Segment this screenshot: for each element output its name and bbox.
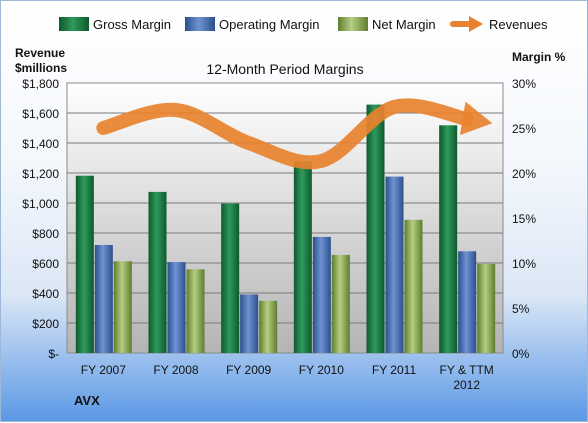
right-tick-label: 15% <box>512 212 536 226</box>
plot-area <box>66 82 504 354</box>
left-tick-label: $- <box>48 347 59 361</box>
net-margin-bar <box>113 261 132 353</box>
net-margin-bar <box>186 269 205 353</box>
left-tick-label: $1,800 <box>22 77 59 91</box>
gridlines <box>67 112 503 324</box>
bars <box>75 104 496 353</box>
legend-label-revenues: Revenues <box>489 17 548 32</box>
legend-swatch-operating <box>185 17 215 31</box>
left-tick-label: $600 <box>32 257 59 271</box>
net-margin-bar <box>404 219 423 353</box>
company-label: AVX <box>74 393 100 408</box>
legend: Gross Margin Operating Margin Net Margin… <box>59 16 548 32</box>
left-tick-label: $800 <box>32 227 59 241</box>
right-tick-label: 20% <box>512 167 536 181</box>
chart-title: 12-Month Period Margins <box>206 61 363 77</box>
gross-margin-bar <box>366 104 385 353</box>
left-tick-label: $1,000 <box>22 197 59 211</box>
x-tick-label: FY 2008 <box>153 363 198 377</box>
operating-margin-bar <box>312 236 331 353</box>
right-tick-label: 5% <box>512 302 530 316</box>
revenue-line-group <box>96 98 493 170</box>
right-tick-label: 30% <box>512 77 536 91</box>
gross-margin-bar <box>293 161 312 353</box>
x-tick-label: 2012 <box>453 378 480 392</box>
gross-margin-bar <box>148 191 167 353</box>
right-axis-title: Margin % <box>512 50 566 64</box>
right-axis-ticks: 0% 5% 10% 15% 20% 25% 30% <box>512 77 536 361</box>
legend-arrowhead-revenues <box>469 16 483 32</box>
left-tick-label: $1,200 <box>22 167 59 181</box>
left-axis-ticks: $- $200 $400 $600 $800 $1,000 $1,200 $1,400 $1,6… <box>22 77 59 361</box>
legend-swatch-gross <box>59 17 89 31</box>
operating-margin-bar <box>167 262 186 353</box>
operating-margin-bar <box>385 176 404 353</box>
legend-label-gross: Gross Margin <box>93 17 171 32</box>
legend-label-net: Net Margin <box>372 17 436 32</box>
left-tick-label: $1,400 <box>22 137 59 151</box>
right-tick-label: 25% <box>512 122 536 136</box>
legend-swatch-net <box>338 17 368 31</box>
x-tick-label: FY 2009 <box>226 363 271 377</box>
x-tick-label: FY 2007 <box>81 363 126 377</box>
gross-margin-bar <box>221 203 240 353</box>
x-axis-ticks: FY 2007 FY 2008 FY 2009 FY 2010 FY 2011 FY & … <box>81 363 494 392</box>
left-axis-title-line1: Revenue <box>15 46 65 60</box>
x-tick-label: FY & TTM <box>440 363 494 377</box>
operating-margin-bar <box>458 251 477 353</box>
legend-label-operating: Operating Margin <box>219 17 319 32</box>
net-margin-bar <box>331 254 350 353</box>
net-margin-bar <box>477 263 496 353</box>
operating-margin-bar <box>240 294 259 353</box>
x-tick-label: FY 2011 <box>372 363 417 377</box>
left-axis-title-line2: $millions <box>15 61 67 75</box>
net-margin-bar <box>259 300 278 353</box>
gross-margin-bar <box>439 125 458 353</box>
x-tick-label: FY 2010 <box>299 363 344 377</box>
gross-margin-bar <box>75 175 94 353</box>
right-tick-label: 0% <box>512 347 530 361</box>
revenue-line <box>96 98 474 170</box>
left-tick-label: $1,600 <box>22 107 59 121</box>
left-tick-label: $200 <box>32 317 59 331</box>
operating-margin-bar <box>94 245 113 353</box>
right-tick-label: 10% <box>512 257 536 271</box>
left-tick-label: $400 <box>32 287 59 301</box>
revenue-arrowhead <box>459 101 493 136</box>
